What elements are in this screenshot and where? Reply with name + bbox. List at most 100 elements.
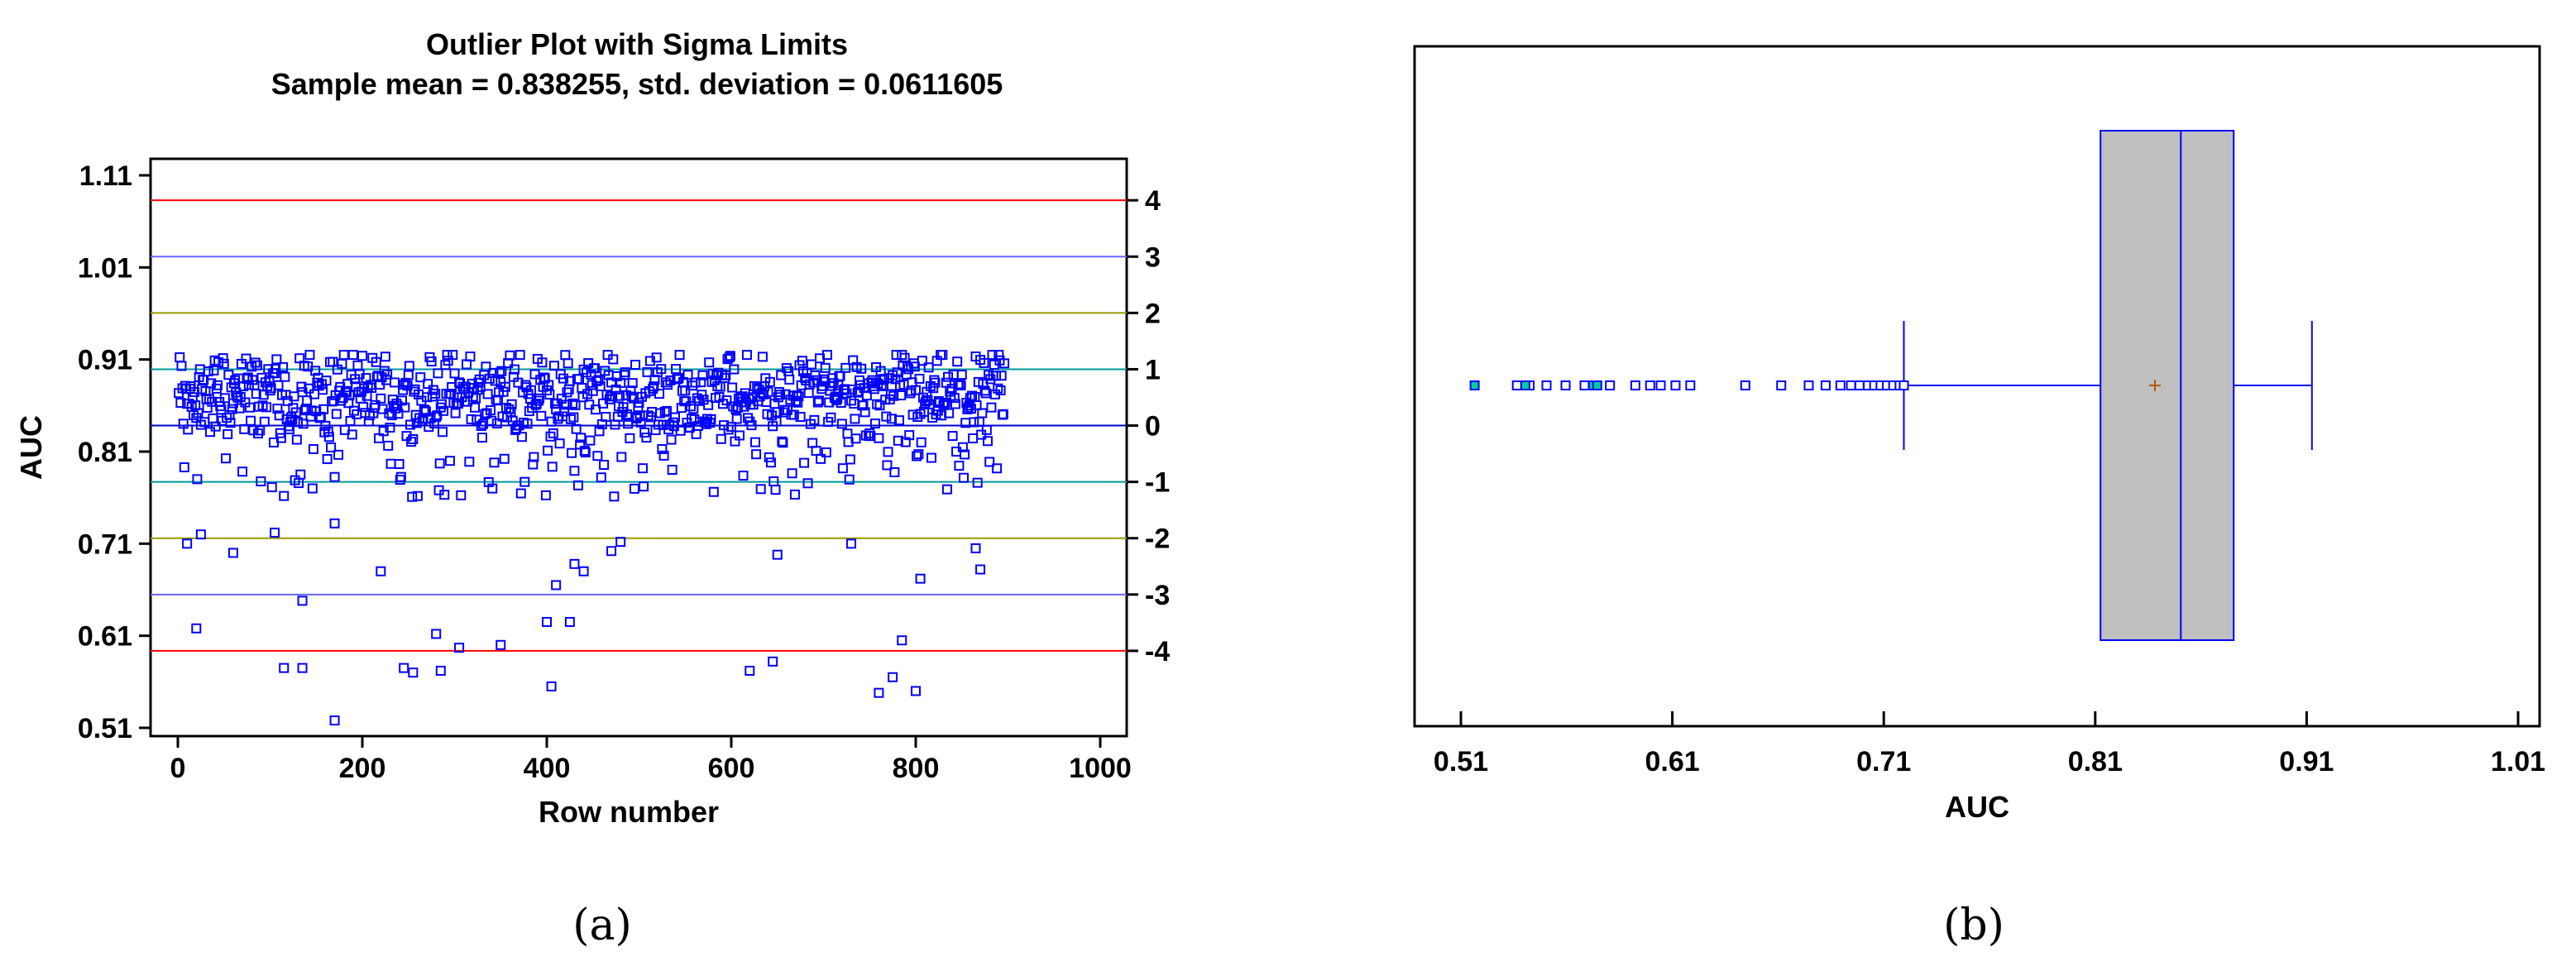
data-point — [320, 420, 331, 431]
data-point — [818, 374, 829, 385]
data-point — [515, 350, 525, 361]
data-point — [943, 371, 954, 382]
data-point — [970, 543, 981, 553]
outlier-point — [1655, 380, 1666, 390]
data-point — [996, 371, 1007, 381]
data-point — [412, 490, 423, 501]
data-point — [939, 398, 950, 409]
x-tick-label-b: 0.51 — [1434, 746, 1488, 777]
data-point — [971, 400, 982, 411]
data-point — [599, 460, 610, 471]
data-point — [261, 402, 272, 413]
outlier-point — [1605, 380, 1616, 390]
data-point — [278, 361, 289, 372]
data-point — [635, 417, 646, 428]
data-point — [952, 356, 963, 367]
data-point — [673, 374, 683, 385]
data-point — [565, 414, 576, 424]
data-point — [661, 405, 672, 416]
y-tick-label: 0.81 — [78, 437, 132, 468]
data-point — [755, 484, 766, 495]
data-point — [911, 686, 921, 696]
data-point — [465, 352, 476, 362]
data-point — [304, 383, 314, 394]
plot-frame — [149, 157, 1128, 738]
data-point — [218, 353, 228, 364]
data-point — [205, 427, 216, 438]
data-point — [666, 434, 677, 445]
data-point — [396, 395, 407, 406]
data-point — [408, 434, 419, 445]
data-point — [977, 408, 988, 419]
data-point — [749, 437, 760, 447]
data-point — [836, 398, 846, 409]
data-point — [329, 715, 340, 726]
data-point — [505, 350, 515, 361]
data-point — [352, 360, 363, 371]
data-point — [627, 378, 638, 389]
data-point — [338, 350, 349, 361]
data-point — [981, 424, 992, 435]
data-point — [756, 387, 767, 398]
data-point — [917, 356, 927, 366]
data-point — [849, 399, 859, 409]
outlier-point — [1579, 380, 1590, 390]
x-tick-label-b: 0.91 — [2279, 746, 2334, 777]
data-point — [770, 485, 781, 495]
data-point — [259, 416, 270, 427]
data-point — [562, 387, 572, 398]
data-point — [844, 474, 855, 485]
data-point — [385, 422, 395, 433]
data-point — [266, 383, 276, 394]
data-point — [567, 398, 578, 409]
data-point — [625, 433, 635, 443]
data-point — [295, 469, 306, 480]
data-point — [292, 417, 303, 428]
data-point — [616, 452, 627, 462]
data-point — [559, 406, 570, 417]
data-point — [869, 419, 880, 429]
data-point — [206, 378, 217, 389]
data-point — [297, 596, 308, 606]
data-point — [816, 453, 826, 464]
sigma-tick-label: 1 — [1145, 354, 1161, 385]
data-point — [729, 364, 740, 375]
data-point — [548, 428, 558, 438]
data-point — [438, 405, 449, 416]
data-point — [253, 428, 264, 439]
data-point — [930, 377, 941, 388]
data-point — [426, 356, 437, 367]
data-point — [266, 482, 277, 493]
data-point — [641, 433, 652, 443]
data-point — [218, 358, 229, 369]
x-tick-label: 200 — [339, 753, 386, 784]
x-tick-label: 600 — [708, 753, 755, 784]
data-point — [654, 389, 665, 399]
data-point — [239, 423, 250, 434]
data-point — [592, 451, 603, 462]
data-point — [777, 436, 788, 447]
data-point — [210, 421, 221, 432]
data-point — [813, 395, 824, 406]
data-point — [965, 404, 976, 414]
data-point — [299, 405, 310, 416]
data-point — [929, 375, 940, 385]
data-point — [438, 427, 448, 438]
data-point — [706, 414, 716, 424]
data-point — [840, 362, 851, 373]
data-point — [491, 418, 502, 428]
data-point — [328, 395, 339, 406]
data-point — [333, 449, 344, 460]
data-point — [690, 377, 701, 388]
outlier-point — [1511, 380, 1522, 390]
data-point — [579, 446, 590, 457]
data-point — [318, 385, 328, 395]
data-point — [596, 472, 606, 483]
data-point — [955, 379, 965, 390]
data-point — [310, 366, 321, 376]
data-point — [496, 366, 507, 376]
data-point — [385, 458, 396, 469]
data-point — [699, 417, 710, 428]
outlier-point — [1630, 380, 1640, 390]
